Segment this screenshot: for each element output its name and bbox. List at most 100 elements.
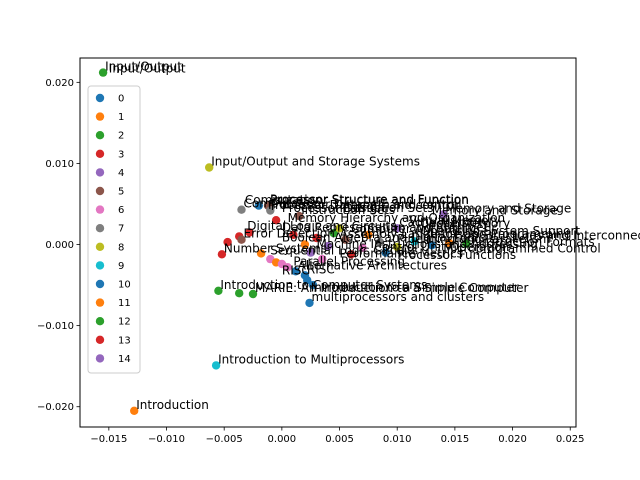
legend-marker-8 bbox=[95, 242, 105, 251]
x-tick-label-2: −0.005 bbox=[206, 434, 243, 445]
point-label-14: Error Detection bbox=[244, 227, 335, 241]
legend-marker-13 bbox=[95, 335, 105, 344]
legend-marker-3 bbox=[95, 149, 105, 158]
x-tick-label-5: 0.010 bbox=[383, 434, 412, 445]
overlap-label-21: Microprogrammed Control bbox=[443, 242, 600, 256]
overlap-label-15: Bus Structures and Interconnection bbox=[455, 229, 640, 243]
data-point-35 bbox=[375, 237, 385, 247]
legend-label-6: 6 bbox=[118, 205, 124, 216]
overlap-label-13: Operating System Support bbox=[420, 224, 580, 238]
data-point-34 bbox=[358, 243, 367, 252]
point-label-1: Input/Output and Storage Systems bbox=[211, 155, 420, 169]
data-point-32 bbox=[323, 241, 333, 251]
data-point-5 bbox=[266, 206, 275, 215]
legend-label-1: 1 bbox=[118, 112, 124, 123]
overlap-label-7: Memory Hierarchy and Organization bbox=[288, 211, 506, 225]
data-point-29 bbox=[130, 406, 139, 415]
data-point-40 bbox=[462, 239, 471, 248]
data-point-41 bbox=[289, 230, 298, 239]
data-point-8 bbox=[393, 224, 402, 233]
point-labels: Input/Output Input/Output and Storage Sys… bbox=[105, 60, 640, 412]
data-point-45 bbox=[364, 230, 373, 239]
overlap-label-14: Assembly Language and Programming bbox=[340, 227, 572, 241]
legend-label-14: 14 bbox=[118, 354, 131, 365]
x-tick-label-1: −0.010 bbox=[148, 434, 185, 445]
overlap-label-8: Virtual Memory bbox=[409, 213, 501, 227]
legend-marker-14 bbox=[95, 354, 105, 363]
legend-marker-1 bbox=[95, 112, 105, 121]
data-point-44 bbox=[346, 250, 356, 259]
legend-marker-7 bbox=[95, 224, 105, 233]
overlap-label-0: Input/Output bbox=[109, 62, 186, 76]
y-axis-ticks: −0.020 −0.010 0.000 0.010 0.020 bbox=[37, 78, 80, 413]
data-point-46 bbox=[381, 248, 390, 257]
legend-marker-2 bbox=[95, 131, 105, 140]
point-label-21: RISC bbox=[307, 262, 335, 276]
legend-label-5: 5 bbox=[118, 187, 124, 198]
data-point-22 bbox=[303, 276, 312, 285]
data-point-1 bbox=[205, 163, 214, 172]
point-label-13: Number Systems bbox=[224, 241, 327, 255]
data-point-31 bbox=[312, 233, 321, 243]
data-point-37 bbox=[410, 237, 419, 246]
overlap-label-6: Memory and Storage bbox=[432, 204, 558, 218]
data-point-3 bbox=[254, 201, 263, 210]
data-point-28 bbox=[211, 361, 221, 370]
data-point-33 bbox=[341, 235, 350, 244]
data-point-19 bbox=[283, 263, 292, 272]
overlap-label-2: Processor Structure and Function bbox=[270, 193, 469, 207]
legend-marker-9 bbox=[95, 261, 105, 270]
overlap-label-23: Performance Metrics bbox=[340, 247, 463, 261]
point-label-25: Introduction to Computer Systems bbox=[220, 278, 427, 292]
x-tick-label-7: 0.020 bbox=[498, 434, 527, 445]
legend-marker-4 bbox=[95, 168, 105, 177]
data-point-15 bbox=[256, 249, 266, 258]
overlap-label-5: Instruction Sets bbox=[340, 201, 434, 215]
data-point-9 bbox=[271, 216, 281, 225]
data-point-38 bbox=[427, 241, 436, 250]
overlap-label-9: Cache Memory bbox=[420, 217, 510, 231]
legend-marker-12 bbox=[95, 317, 105, 326]
overlap-label-19: Machine Instructions and Addressing bbox=[317, 237, 538, 251]
legend-marker-6 bbox=[95, 205, 105, 214]
legend-label-10: 10 bbox=[118, 280, 131, 291]
overlap-label-3: Processor Datapath and control bbox=[268, 198, 457, 212]
x-tick-label-4: 0.005 bbox=[325, 434, 354, 445]
overlap-label-27: Introduction to a Simple Computer bbox=[311, 281, 519, 295]
point-label-5: Processor Datapath and control bbox=[272, 198, 461, 212]
y-tick-label-1: −0.010 bbox=[37, 321, 74, 332]
legend-label-8: 8 bbox=[118, 242, 124, 253]
y-tick-label-2: 0.000 bbox=[45, 240, 74, 251]
data-point-6 bbox=[295, 211, 304, 221]
data-point-47 bbox=[318, 254, 327, 264]
legend-frame bbox=[87, 85, 141, 374]
legend-label-7: 7 bbox=[118, 224, 124, 235]
data-point-48 bbox=[335, 224, 344, 233]
data-point-25 bbox=[214, 286, 223, 295]
overlap-label-26: RISC bbox=[282, 264, 310, 278]
legend-marker-5 bbox=[95, 186, 105, 196]
overlap-label-10: Digital Logic and Circuits bbox=[247, 219, 396, 233]
overlap-label-11: Data Representation and Arithmetic bbox=[282, 221, 498, 235]
legend-label-13: 13 bbox=[118, 335, 131, 346]
data-point-27 bbox=[248, 289, 258, 299]
x-tick-label-0: −0.015 bbox=[90, 434, 127, 445]
point-label-29: Introduction bbox=[136, 398, 209, 412]
overlap-label-12: Computer Arithmetic bbox=[351, 222, 477, 236]
point-label-27: MARIE: An Introduction to a Simple Compu… bbox=[255, 281, 529, 295]
overlap-label-16: Boolean Algebra and Digital Logic bbox=[282, 230, 485, 244]
data-point-26 bbox=[235, 289, 244, 298]
data-point-24 bbox=[305, 298, 314, 308]
legend-label-3: 3 bbox=[118, 149, 124, 160]
overlap-label-4: Processor Design bbox=[282, 201, 385, 215]
point-label-2: Computation bbox=[244, 197, 322, 211]
data-point-0 bbox=[98, 68, 108, 77]
x-axis-ticks: −0.015 −0.010 −0.005 0.000 0.005 0.010 0.015 0.… bbox=[90, 427, 585, 445]
x-tick-label-8: 0.025 bbox=[556, 434, 585, 445]
overlap-label-24: Processor Functions bbox=[397, 248, 516, 262]
data-point-36 bbox=[393, 242, 402, 252]
overlap-label-25: Parallel Processing bbox=[293, 255, 405, 269]
legend-label-11: 11 bbox=[118, 298, 131, 309]
data-point-10 bbox=[245, 228, 254, 237]
